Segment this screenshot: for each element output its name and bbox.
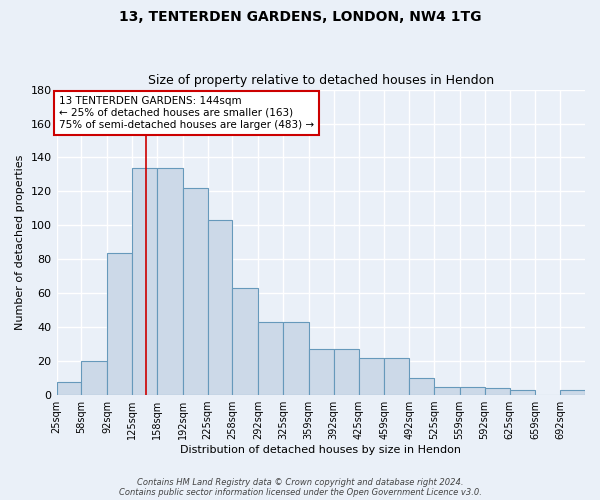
Bar xyxy=(283,322,308,395)
Text: 13 TENTERDEN GARDENS: 144sqm
← 25% of detached houses are smaller (163)
75% of s: 13 TENTERDEN GARDENS: 144sqm ← 25% of de… xyxy=(59,96,314,130)
Text: Contains HM Land Registry data © Crown copyright and database right 2024.
Contai: Contains HM Land Registry data © Crown c… xyxy=(119,478,481,497)
Bar xyxy=(82,361,107,395)
Bar xyxy=(509,390,535,395)
Bar xyxy=(182,188,208,395)
Bar xyxy=(56,382,82,395)
Bar xyxy=(384,358,409,395)
Bar xyxy=(460,386,485,395)
Text: 13, TENTERDEN GARDENS, LONDON, NW4 1TG: 13, TENTERDEN GARDENS, LONDON, NW4 1TG xyxy=(119,10,481,24)
Bar xyxy=(107,252,132,395)
Bar xyxy=(132,168,157,395)
Bar xyxy=(334,350,359,395)
Y-axis label: Number of detached properties: Number of detached properties xyxy=(15,154,25,330)
Bar xyxy=(434,386,460,395)
Bar xyxy=(308,350,334,395)
Bar xyxy=(560,390,585,395)
Bar xyxy=(232,288,258,395)
Bar xyxy=(258,322,283,395)
Bar xyxy=(409,378,434,395)
Bar xyxy=(208,220,232,395)
Title: Size of property relative to detached houses in Hendon: Size of property relative to detached ho… xyxy=(148,74,494,87)
Bar xyxy=(359,358,384,395)
Bar xyxy=(157,168,182,395)
Bar xyxy=(485,388,509,395)
X-axis label: Distribution of detached houses by size in Hendon: Distribution of detached houses by size … xyxy=(180,445,461,455)
